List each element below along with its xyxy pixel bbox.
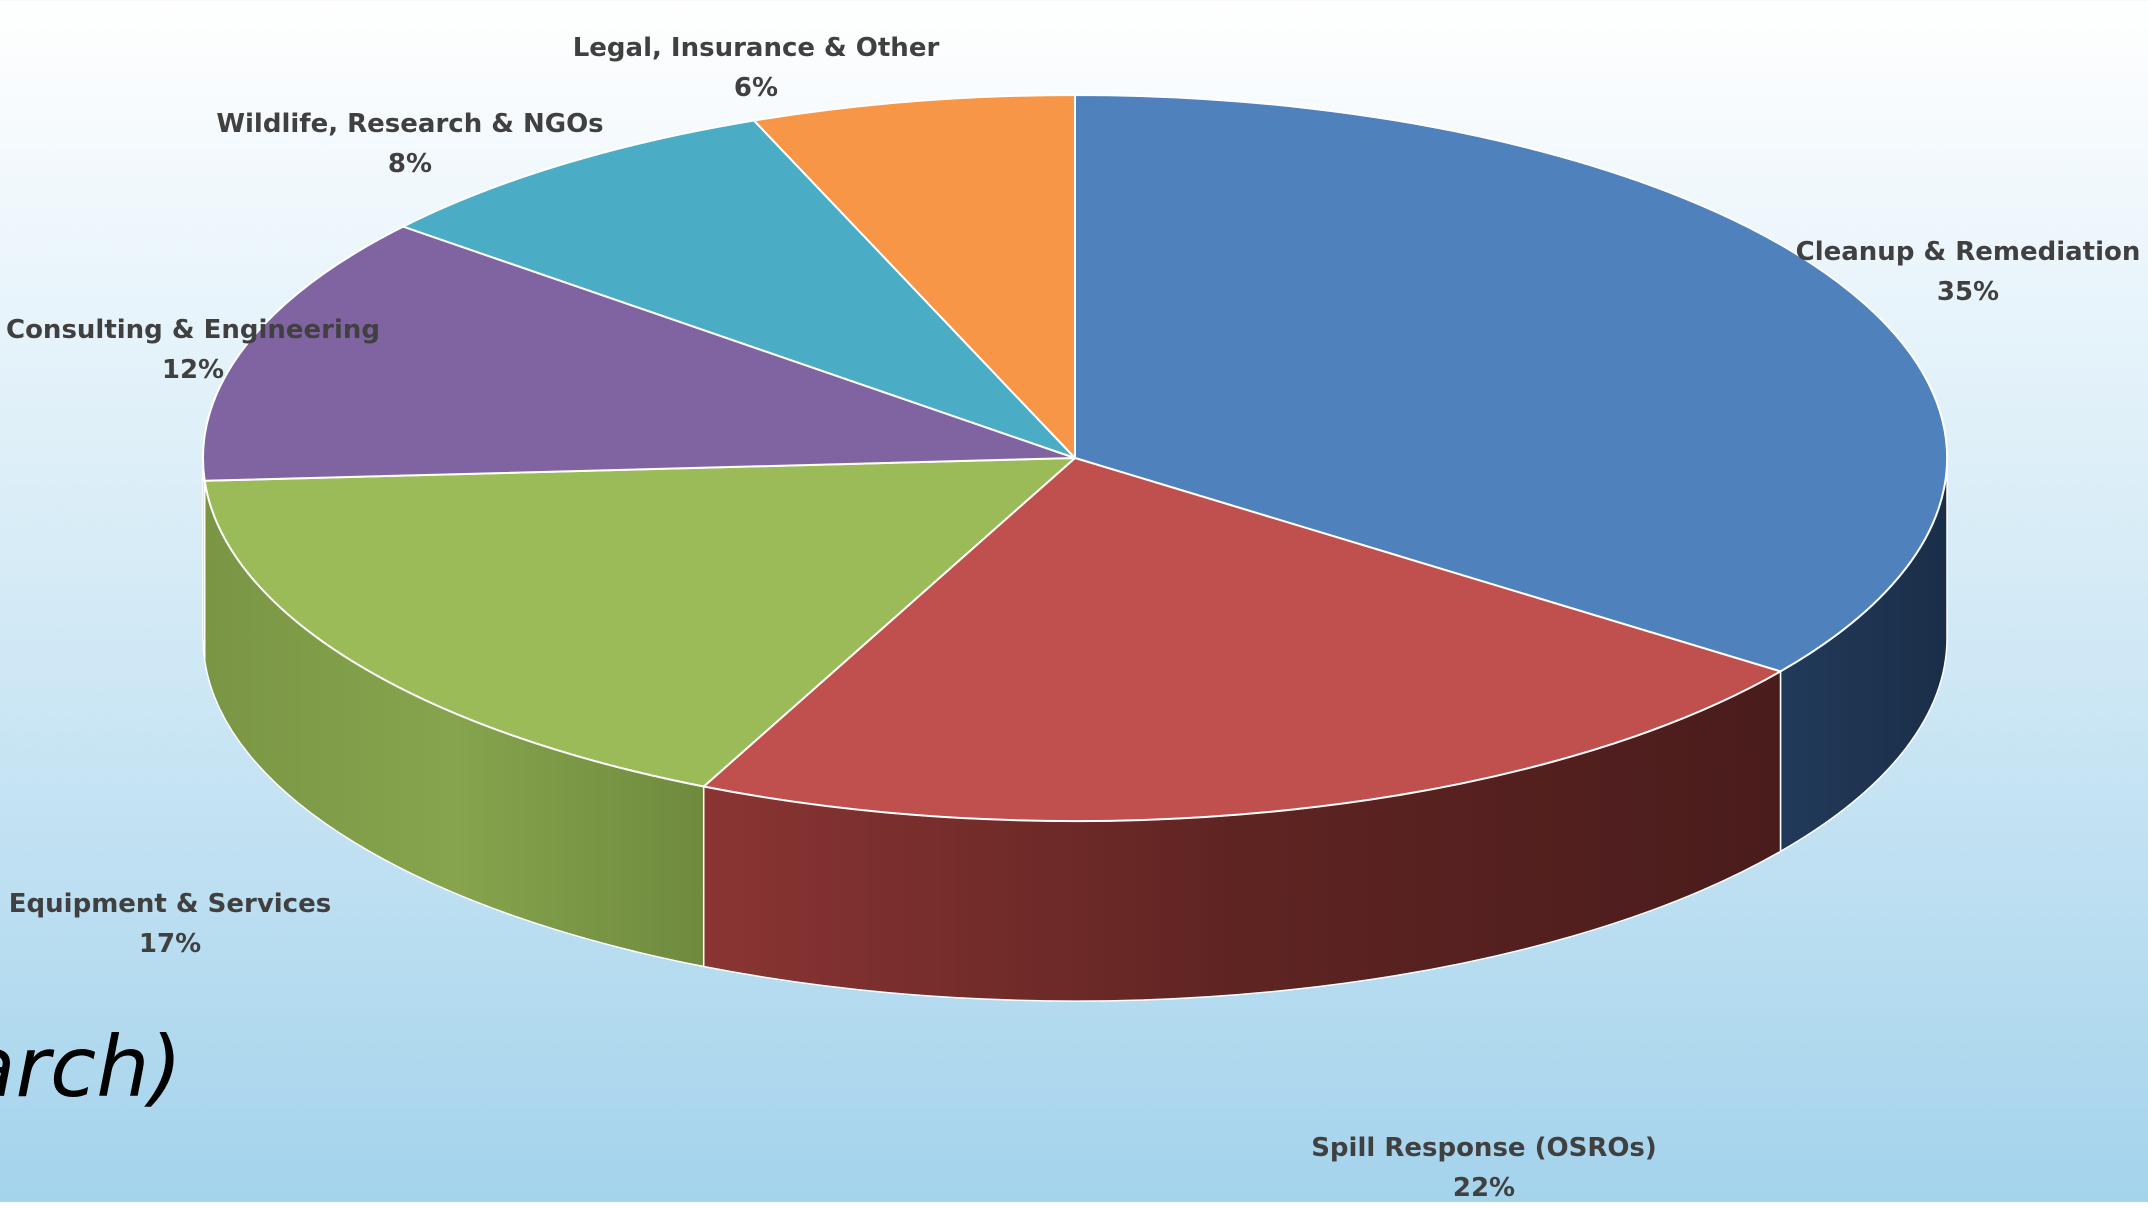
slice-label-value: 12% [161,355,225,385]
slice-label-value: 6% [733,73,779,103]
slice-label-equipment-services: Equipment & Services 17% [9,884,331,964]
slice-label-spill-response-osros: Spill Response (OSROs) 22% [1311,1128,1657,1208]
slice-side-consulting-engineering [202,457,206,661]
slice-label-legal-insurance-other: Legal, Insurance & Other 6% [573,28,940,108]
slice-equipment-services [203,457,1076,788]
slice-consulting-engineering [201,225,1076,482]
slice-label-name: Legal, Insurance & Other [572,33,940,63]
slice-wildlife-research-ngos [402,119,1076,459]
slice-label-name: Spill Response (OSROs) [1311,1133,1657,1163]
slice-legal-insurance-other [753,94,1076,459]
slice-label-name: Equipment & Services [8,889,332,919]
slice-label-consulting-engineering: Consulting & Engineering 12% [6,310,380,390]
slice-label-cleanup-remediation: Cleanup & Remediation 35% [1796,232,2141,312]
background-text: arch) [0,1018,183,1116]
slice-cleanup-remediation [1074,94,1949,673]
slice-label-name: Cleanup & Remediation [1795,237,2141,267]
slice-label-wildlife-research-ngos: Wildlife, Research & NGOs 8% [216,104,603,184]
slice-label-value: 35% [1936,277,2000,307]
slice-label-name: Consulting & Engineering [5,315,381,345]
slice-label-value: 8% [387,149,433,179]
slice-label-name: Wildlife, Research & NGOs [216,109,604,139]
slice-label-value: 22% [1452,1173,1516,1203]
slice-label-value: 17% [138,929,202,959]
